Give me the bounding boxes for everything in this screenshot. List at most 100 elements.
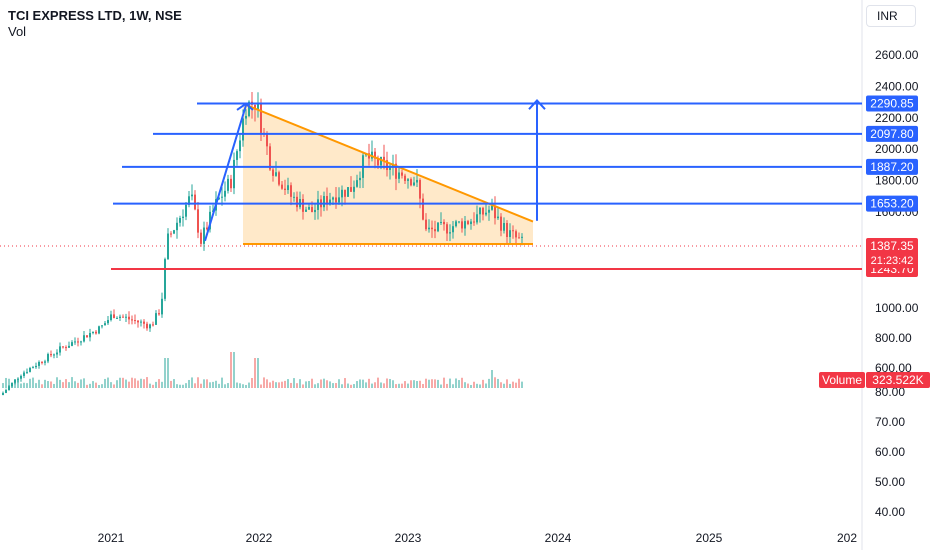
- candle-body: [470, 221, 472, 225]
- volume-bar: [170, 380, 172, 388]
- candle-body: [314, 209, 316, 213]
- candle-body: [8, 386, 10, 390]
- candle: [278, 170, 280, 187]
- time-tick-label: 2022: [246, 531, 273, 545]
- volume-bar: [35, 383, 37, 388]
- time-tick-label: 2024: [545, 531, 572, 545]
- price-level-badge-bg: [866, 125, 918, 142]
- candle: [494, 196, 496, 225]
- candle-body: [26, 371, 28, 373]
- candle: [308, 203, 310, 210]
- candle-body: [203, 227, 205, 244]
- candle-body: [437, 222, 439, 232]
- candle: [443, 219, 445, 231]
- candle-body: [83, 335, 85, 342]
- volume-bar: [56, 377, 58, 388]
- candle-body: [143, 321, 145, 324]
- candle: [425, 213, 427, 232]
- volume-bar: [83, 378, 85, 388]
- triangle-resistance-line: [242, 102, 534, 223]
- candle-body: [479, 207, 481, 215]
- candle: [233, 152, 235, 195]
- volume-bar: [5, 377, 7, 388]
- volume-bar: [467, 383, 469, 388]
- volume-bar: [11, 383, 13, 388]
- volume-bar: [395, 384, 397, 388]
- candle-body: [395, 163, 397, 179]
- volume-bar: [233, 352, 235, 388]
- volume-bar: [407, 383, 409, 388]
- candle-body: [308, 207, 310, 210]
- volume-bar: [494, 377, 496, 388]
- symbol-title[interactable]: TCI EXPRESS LTD, 1W, NSE: [8, 8, 182, 23]
- candle-body: [179, 217, 181, 223]
- candle-body: [458, 221, 460, 223]
- volume-indicator-label[interactable]: Vol: [8, 24, 27, 39]
- candle: [119, 314, 121, 321]
- volume-bar: [257, 358, 259, 388]
- candle-body: [65, 347, 67, 349]
- candle: [206, 221, 208, 231]
- candle: [23, 370, 25, 379]
- price-level-badge-label: 1653.20: [870, 197, 914, 211]
- candle-body: [335, 197, 337, 203]
- price-tick-label: 2400.00: [875, 79, 919, 93]
- candle: [128, 311, 130, 325]
- volume-bar: [317, 383, 319, 388]
- candle-body: [161, 298, 163, 315]
- volume-bar: [185, 383, 187, 388]
- candle: [239, 133, 241, 159]
- volume-bar: [26, 383, 28, 388]
- volume-bar: [287, 379, 289, 388]
- candle: [29, 366, 31, 373]
- volume-bar: [335, 383, 337, 388]
- candle: [284, 179, 286, 196]
- candle: [344, 189, 346, 205]
- volume-bar: [152, 384, 154, 388]
- candle: [437, 222, 439, 233]
- candle: [497, 207, 499, 221]
- candle: [506, 220, 508, 243]
- price-level-badge: 1653.20: [866, 195, 918, 212]
- candle: [356, 174, 358, 188]
- candle: [191, 184, 193, 201]
- candle: [452, 220, 454, 239]
- candle-body: [347, 187, 349, 197]
- volume-bar: [20, 383, 22, 388]
- candle-body: [71, 342, 73, 346]
- candle: [98, 325, 100, 335]
- volume-bar: [308, 381, 310, 388]
- candle-body: [176, 222, 178, 231]
- volume-bar: [401, 383, 403, 388]
- candle-body: [200, 232, 202, 244]
- volume-bar: [101, 384, 103, 388]
- candle-body: [236, 151, 238, 160]
- volume-bar: [110, 382, 112, 388]
- price-level-badge-bg: [866, 158, 918, 175]
- volume-bar: [398, 383, 400, 388]
- volume-badge-name: Volume: [822, 373, 862, 387]
- volume-bar: [44, 379, 46, 388]
- candle-body: [512, 230, 514, 232]
- volume-bar: [266, 379, 268, 388]
- triangle-pattern-fill: [243, 103, 533, 244]
- candle-body: [494, 205, 496, 219]
- candle-body: [515, 231, 517, 238]
- volume-bar: [482, 379, 484, 388]
- candle-body: [518, 237, 520, 239]
- candle-body: [77, 341, 79, 343]
- candle-body: [53, 354, 55, 356]
- volume-bar: [362, 379, 364, 388]
- volume-bar: [182, 384, 184, 388]
- volume-bar: [176, 384, 178, 388]
- candle-body: [356, 180, 358, 187]
- currency-button[interactable]: INR: [866, 5, 916, 27]
- candle-body: [50, 354, 52, 356]
- candle-body: [452, 226, 454, 233]
- volume-bar: [404, 381, 406, 388]
- candle-body: [446, 224, 448, 234]
- candle: [185, 202, 187, 221]
- candle: [92, 331, 94, 335]
- candle-body: [404, 175, 406, 181]
